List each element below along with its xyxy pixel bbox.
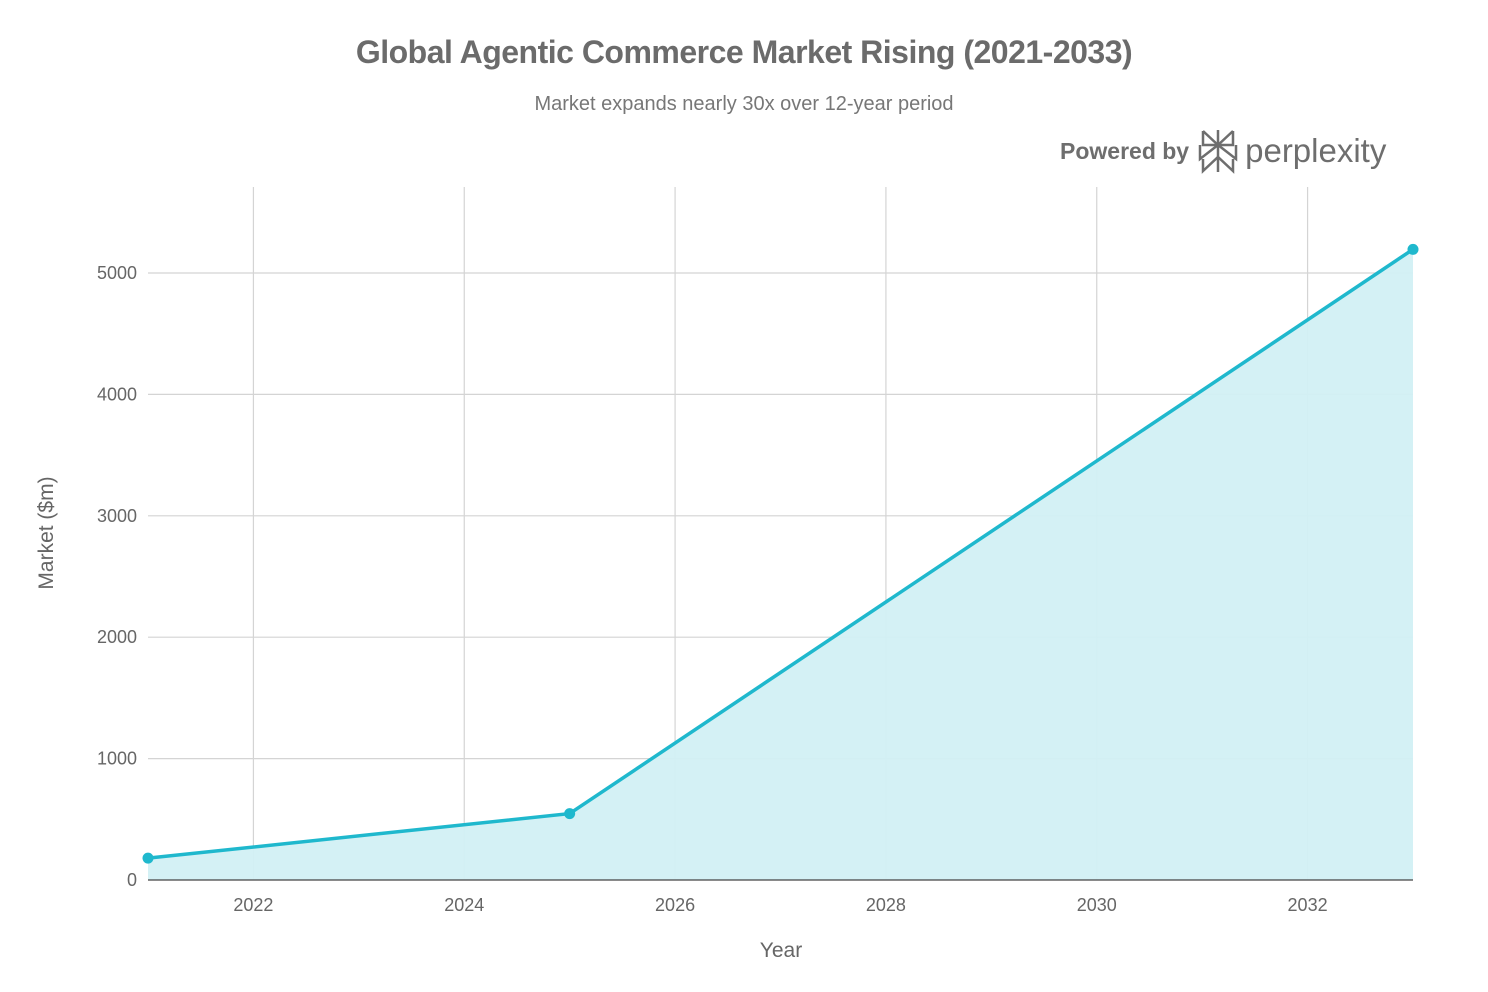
x-tick-label: 2032 [1288,895,1328,915]
data-point [564,808,576,820]
y-tick-label: 0 [127,870,137,890]
y-tick-label: 4000 [97,384,137,404]
x-axis-title: Year [760,939,802,962]
perplexity-logo-icon [1198,130,1238,174]
perplexity-logo-text: perplexity [1245,132,1387,169]
x-tick-label: 2024 [444,895,484,915]
x-tick-label: 2022 [233,895,273,915]
x-tick-label: 2030 [1077,895,1117,915]
x-tick-label: 2028 [866,895,906,915]
x-tick-label: 2026 [655,895,695,915]
powered-by-label: Powered by [1060,137,1190,164]
y-tick-label: 3000 [97,506,137,526]
y-tick-label: 2000 [97,627,137,647]
powered-by-badge: Powered by perplexity [1060,128,1386,174]
y-axis-title: Market ($m) [35,476,58,589]
chart-title: Global Agentic Commerce Market Rising (2… [355,34,1133,70]
data-point [142,852,154,864]
area-fill [148,249,1413,880]
y-tick-label: 5000 [97,263,137,283]
chart-subtitle: Market expands nearly 30x over 12-year p… [534,93,954,115]
data-point [1407,243,1419,255]
y-tick-label: 1000 [97,749,137,769]
